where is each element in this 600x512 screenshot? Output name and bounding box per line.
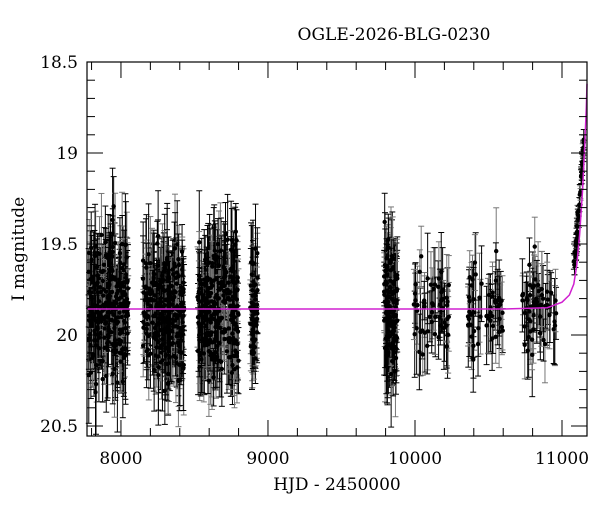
y-axis-label: I magnitude — [9, 197, 29, 301]
x-tick-labels: 8000 9000 10000 11000 — [99, 449, 589, 469]
chart-title: OGLE-2026-BLG-0230 — [298, 25, 491, 45]
x-axis-label: HJD - 2450000 — [273, 475, 401, 495]
x-tick-label: 10000 — [388, 449, 442, 469]
y-tick-label: 18.5 — [40, 53, 78, 73]
x-tick-label: 9000 — [246, 449, 289, 469]
y-tick-label: 19 — [56, 144, 78, 164]
x-tick-label: 11000 — [535, 449, 589, 469]
x-tick-label: 8000 — [99, 449, 142, 469]
plot-area — [85, 83, 588, 436]
plot-frame — [86, 61, 588, 437]
y-tick-label: 20.5 — [40, 417, 78, 437]
y-tick-label: 19.5 — [40, 235, 78, 255]
y-tick-label: 20 — [56, 326, 78, 346]
model-curve — [87, 83, 588, 310]
axis-ticks — [87, 61, 587, 436]
y-tick-labels: 18.5 19 19.5 20 20.5 — [40, 53, 78, 437]
